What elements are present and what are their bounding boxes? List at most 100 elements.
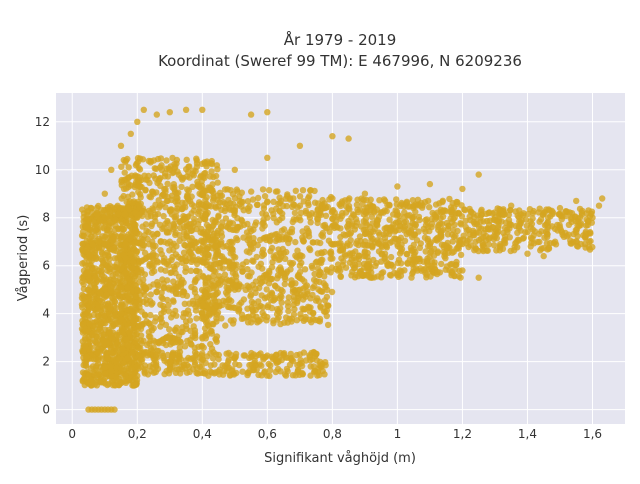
data-point bbox=[97, 324, 104, 331]
data-point bbox=[101, 190, 109, 197]
data-point bbox=[287, 266, 294, 273]
data-point bbox=[307, 187, 314, 194]
data-point bbox=[258, 278, 265, 286]
data-point bbox=[199, 238, 206, 245]
data-point bbox=[541, 234, 548, 241]
data-point bbox=[296, 274, 303, 282]
data-point bbox=[128, 242, 135, 249]
data-point bbox=[119, 221, 127, 228]
data-point bbox=[307, 295, 314, 302]
data-point bbox=[187, 267, 195, 274]
data-point bbox=[228, 265, 236, 272]
data-point bbox=[451, 214, 458, 221]
data-point bbox=[148, 327, 156, 334]
data-point bbox=[232, 360, 239, 368]
data-point bbox=[422, 248, 429, 255]
data-point bbox=[89, 330, 96, 338]
data-point bbox=[188, 283, 195, 291]
data-point bbox=[269, 259, 276, 266]
data-point bbox=[222, 223, 230, 230]
data-point bbox=[390, 221, 397, 228]
data-point bbox=[154, 259, 162, 266]
data-point bbox=[119, 346, 126, 353]
data-point bbox=[545, 206, 552, 213]
data-point bbox=[199, 190, 206, 197]
data-point bbox=[428, 220, 436, 228]
data-point bbox=[150, 190, 157, 197]
data-point bbox=[101, 375, 109, 382]
data-point bbox=[407, 227, 415, 234]
data-point bbox=[387, 253, 395, 261]
data-point bbox=[346, 241, 353, 249]
data-point bbox=[309, 310, 317, 317]
data-point bbox=[282, 255, 289, 262]
data-point bbox=[524, 228, 531, 236]
data-point bbox=[131, 299, 138, 307]
data-point bbox=[154, 365, 162, 373]
data-point bbox=[320, 308, 328, 315]
data-point bbox=[523, 222, 530, 229]
data-point bbox=[134, 265, 141, 273]
data-point bbox=[415, 213, 423, 221]
data-point bbox=[317, 256, 325, 264]
data-point bbox=[150, 360, 157, 368]
data-point bbox=[131, 173, 139, 180]
data-point bbox=[434, 209, 441, 216]
data-point bbox=[545, 245, 553, 252]
data-point bbox=[140, 298, 147, 305]
data-point bbox=[522, 216, 530, 223]
data-point bbox=[111, 206, 118, 213]
data-point bbox=[233, 235, 240, 242]
y-tick-label: 2 bbox=[42, 355, 50, 369]
data-point bbox=[204, 232, 211, 239]
data-point bbox=[127, 130, 134, 137]
data-point bbox=[167, 206, 175, 213]
data-point bbox=[82, 343, 89, 350]
data-point bbox=[427, 249, 434, 256]
data-point bbox=[165, 302, 172, 309]
data-point bbox=[305, 194, 312, 202]
data-point bbox=[244, 369, 251, 377]
data-point bbox=[103, 291, 110, 299]
data-point bbox=[583, 210, 591, 217]
data-point bbox=[155, 339, 162, 346]
data-point bbox=[79, 304, 86, 311]
data-point bbox=[427, 273, 434, 280]
data-point bbox=[296, 351, 304, 358]
data-point bbox=[573, 238, 580, 245]
data-point bbox=[300, 198, 307, 205]
data-point bbox=[140, 106, 147, 114]
data-point bbox=[353, 201, 361, 208]
data-point bbox=[219, 265, 227, 272]
data-point bbox=[394, 259, 401, 267]
data-point bbox=[214, 166, 221, 173]
data-point bbox=[339, 243, 347, 250]
data-point bbox=[170, 298, 177, 305]
data-point bbox=[125, 204, 132, 212]
data-point bbox=[337, 225, 344, 232]
data-point bbox=[524, 250, 531, 257]
data-point bbox=[455, 245, 462, 252]
data-point bbox=[265, 280, 273, 287]
data-point bbox=[215, 356, 222, 363]
data-point bbox=[273, 351, 280, 358]
data-point bbox=[466, 205, 473, 213]
data-point bbox=[229, 220, 237, 227]
data-point bbox=[298, 362, 306, 370]
data-point bbox=[446, 195, 453, 203]
data-point bbox=[160, 259, 168, 266]
data-point bbox=[173, 194, 180, 201]
data-point bbox=[109, 382, 117, 389]
data-point bbox=[447, 261, 454, 268]
data-point bbox=[259, 186, 267, 193]
data-point bbox=[206, 368, 214, 375]
data-point bbox=[212, 336, 220, 344]
data-point bbox=[472, 245, 480, 252]
data-point bbox=[255, 298, 262, 305]
data-point bbox=[556, 224, 564, 231]
data-point bbox=[131, 183, 138, 191]
data-point bbox=[222, 215, 230, 222]
data-point bbox=[202, 210, 209, 217]
data-point bbox=[194, 274, 202, 281]
data-point bbox=[121, 245, 128, 253]
